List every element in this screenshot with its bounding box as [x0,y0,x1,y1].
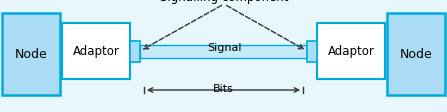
Text: Signal: Signal [207,43,241,53]
Text: Adaptor: Adaptor [72,45,119,58]
FancyBboxPatch shape [130,42,140,62]
Text: Adaptor: Adaptor [328,45,375,58]
FancyBboxPatch shape [2,14,60,95]
FancyBboxPatch shape [140,46,307,58]
Text: Node: Node [400,48,432,61]
FancyBboxPatch shape [307,42,317,62]
FancyBboxPatch shape [62,24,130,79]
Text: Bits: Bits [213,83,234,93]
FancyBboxPatch shape [387,14,445,95]
Text: Node: Node [15,48,47,61]
Text: Signalling component: Signalling component [160,0,288,4]
FancyBboxPatch shape [317,24,385,79]
